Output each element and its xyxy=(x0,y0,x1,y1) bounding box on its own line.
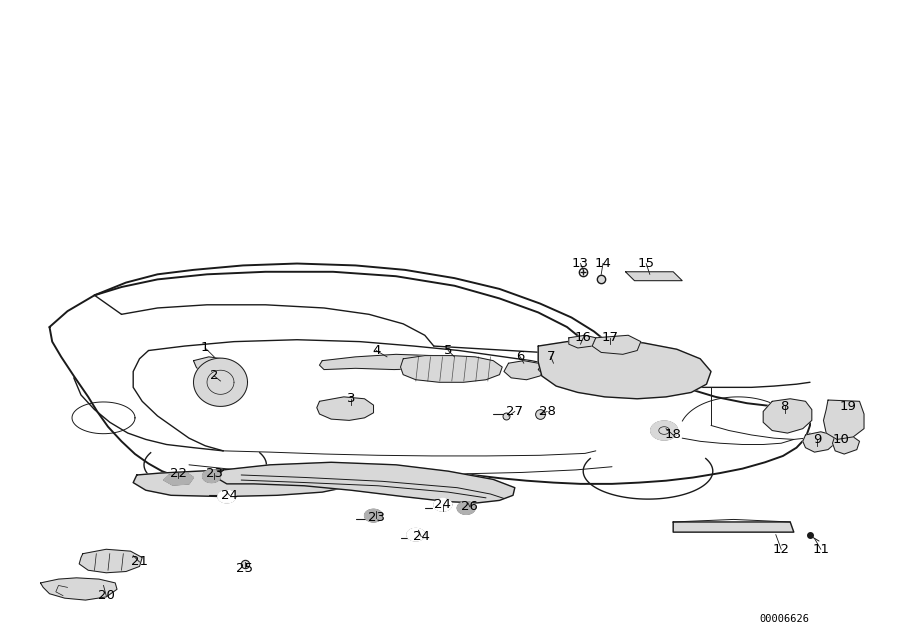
Text: 21: 21 xyxy=(131,556,148,568)
Polygon shape xyxy=(504,361,544,380)
Text: 28: 28 xyxy=(539,405,555,418)
Text: 3: 3 xyxy=(346,392,356,405)
Polygon shape xyxy=(538,361,572,378)
Polygon shape xyxy=(832,435,859,454)
Polygon shape xyxy=(673,522,794,532)
Text: 15: 15 xyxy=(638,257,654,270)
Text: 16: 16 xyxy=(575,331,591,344)
Polygon shape xyxy=(651,421,678,440)
Polygon shape xyxy=(407,528,425,541)
Polygon shape xyxy=(164,473,194,485)
Polygon shape xyxy=(40,578,117,600)
Polygon shape xyxy=(592,335,641,354)
Text: 17: 17 xyxy=(602,331,618,344)
Text: 11: 11 xyxy=(813,543,829,556)
Polygon shape xyxy=(626,272,682,281)
Polygon shape xyxy=(569,335,596,348)
Polygon shape xyxy=(434,498,452,511)
Polygon shape xyxy=(457,502,475,514)
Text: 14: 14 xyxy=(595,257,611,270)
Text: 19: 19 xyxy=(840,400,856,413)
Polygon shape xyxy=(218,490,236,503)
Polygon shape xyxy=(79,549,142,573)
Text: 7: 7 xyxy=(546,351,555,363)
Polygon shape xyxy=(216,462,515,503)
Text: 22: 22 xyxy=(170,467,186,479)
Polygon shape xyxy=(133,469,349,497)
Text: 4: 4 xyxy=(372,344,381,357)
Text: 20: 20 xyxy=(98,589,114,602)
Text: 8: 8 xyxy=(780,400,789,413)
Polygon shape xyxy=(763,399,812,433)
Text: 24: 24 xyxy=(413,530,429,543)
Polygon shape xyxy=(538,340,711,399)
Polygon shape xyxy=(803,432,835,452)
Text: 12: 12 xyxy=(773,543,789,556)
Polygon shape xyxy=(317,397,373,420)
Text: 10: 10 xyxy=(833,433,850,446)
Text: 6: 6 xyxy=(516,351,525,363)
Polygon shape xyxy=(50,264,810,484)
Text: 24: 24 xyxy=(435,498,451,511)
Text: 24: 24 xyxy=(221,489,238,502)
Text: 2: 2 xyxy=(210,370,219,382)
Polygon shape xyxy=(824,400,864,439)
Polygon shape xyxy=(194,357,232,378)
Polygon shape xyxy=(194,358,248,406)
Polygon shape xyxy=(320,354,441,370)
Polygon shape xyxy=(400,356,502,382)
Text: 13: 13 xyxy=(572,257,589,270)
Polygon shape xyxy=(364,509,382,522)
Text: 5: 5 xyxy=(444,344,453,357)
Text: 23: 23 xyxy=(368,511,384,524)
Text: 23: 23 xyxy=(206,467,222,479)
Polygon shape xyxy=(202,470,220,483)
Text: 18: 18 xyxy=(665,429,681,441)
Text: 27: 27 xyxy=(507,405,523,418)
Text: 25: 25 xyxy=(237,562,253,575)
Text: 26: 26 xyxy=(462,500,478,513)
Text: 00006626: 00006626 xyxy=(760,613,810,624)
Text: 1: 1 xyxy=(201,342,210,354)
Text: 9: 9 xyxy=(813,433,822,446)
